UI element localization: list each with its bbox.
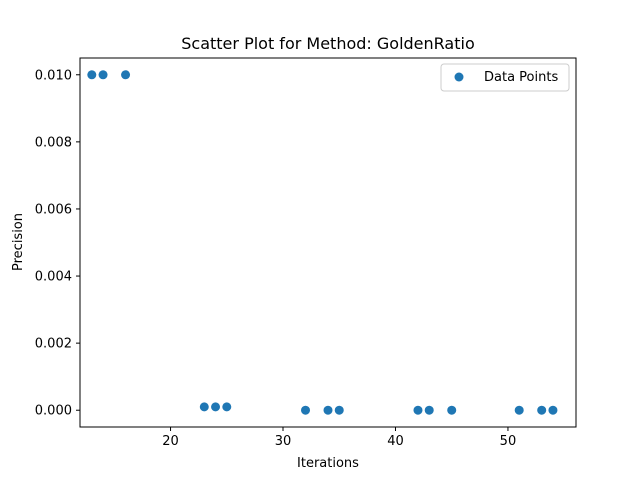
data-point xyxy=(222,402,232,412)
data-point xyxy=(98,70,108,80)
y-tick-label: 0.008 xyxy=(35,135,72,150)
y-tick-label: 0.002 xyxy=(35,337,72,352)
x-tick-label: 20 xyxy=(162,434,179,449)
x-tick-label: 40 xyxy=(387,434,404,449)
y-tick-label: 0.010 xyxy=(35,68,72,83)
y-tick-label: 0.006 xyxy=(35,202,72,217)
data-point xyxy=(424,405,434,415)
x-axis-label: Iterations xyxy=(297,456,359,471)
x-tick-label: 30 xyxy=(275,434,292,449)
data-point xyxy=(548,405,558,415)
data-point xyxy=(87,70,97,80)
data-point xyxy=(447,405,457,415)
data-point xyxy=(121,70,131,80)
chart-title: Scatter Plot for Method: GoldenRatio xyxy=(181,34,474,53)
legend-marker xyxy=(454,72,464,82)
y-axis-label: Precision xyxy=(11,213,26,271)
y-tick-label: 0.004 xyxy=(35,270,72,285)
data-point xyxy=(413,405,423,415)
legend: Data Points xyxy=(440,63,570,92)
plot-area-frame xyxy=(79,57,577,428)
legend-label: Data Points xyxy=(484,70,558,85)
data-point xyxy=(537,405,547,415)
x-tick-label: 50 xyxy=(500,434,517,449)
data-points xyxy=(87,70,558,415)
data-point xyxy=(301,405,311,415)
data-point xyxy=(199,402,209,412)
y-tick-label: 0.000 xyxy=(35,404,72,419)
legend-box xyxy=(440,63,570,92)
y-axis-ticks: 0.000 0.002 0.004 0.006 0.008 0.010 xyxy=(35,68,80,419)
data-point xyxy=(211,402,221,412)
data-point xyxy=(334,405,344,415)
data-point xyxy=(323,405,333,415)
x-axis-ticks: 20 30 40 50 xyxy=(162,427,516,449)
data-point xyxy=(514,405,524,415)
